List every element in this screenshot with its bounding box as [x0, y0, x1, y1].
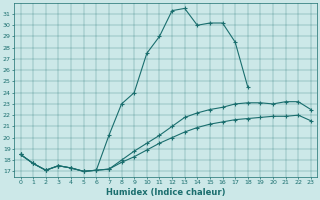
X-axis label: Humidex (Indice chaleur): Humidex (Indice chaleur)	[106, 188, 226, 197]
